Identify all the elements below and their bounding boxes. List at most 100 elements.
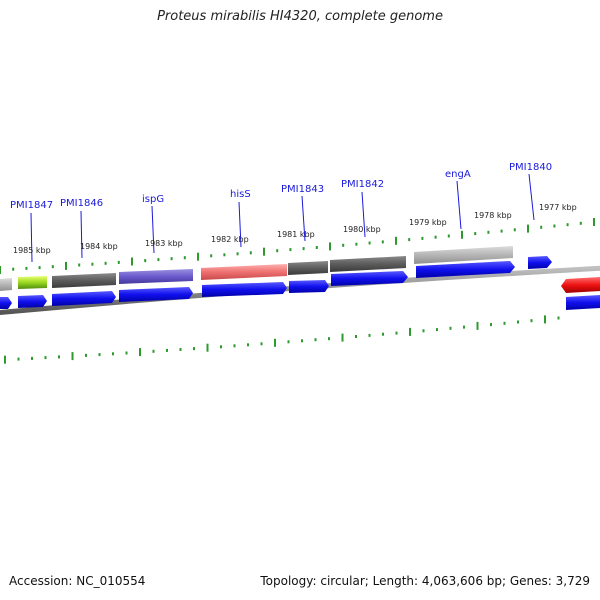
scale-label: 1984 kbp: [80, 242, 118, 251]
major-tick: [65, 261, 67, 270]
cds-arrow: [52, 291, 116, 306]
map-title: Proteus mirabilis HI4320, complete genom…: [157, 9, 443, 24]
label-pointer: [361, 191, 366, 238]
minor-tick: [382, 332, 384, 336]
cds-arrow: [289, 280, 329, 293]
minor-tick: [315, 246, 318, 249]
minor-tick: [247, 343, 249, 347]
minor-tick: [503, 321, 506, 325]
minor-tick: [513, 228, 516, 232]
cds-arrow: [416, 261, 515, 278]
minor-tick: [530, 319, 533, 323]
minor-tick: [566, 223, 569, 227]
feature-light-left: [0, 278, 12, 291]
minor-tick: [58, 355, 60, 359]
accession-text: Accession: NC_010554: [9, 574, 146, 588]
minor-tick: [152, 349, 155, 353]
minor-tick: [12, 267, 15, 271]
minor-tick: [223, 253, 226, 257]
minor-tick: [44, 356, 47, 360]
scale-label: 1983 kbp: [145, 239, 183, 248]
minor-tick: [301, 339, 303, 343]
minor-tick: [104, 261, 107, 265]
feature-dark: [330, 256, 406, 272]
minor-tick: [368, 241, 371, 245]
cds-arrow: [202, 282, 287, 297]
minor-tick: [260, 342, 263, 346]
cds-arrow: [528, 256, 552, 269]
major-tick: [139, 348, 141, 357]
major-tick: [206, 343, 209, 352]
minor-tick: [579, 221, 582, 225]
minor-tick: [233, 344, 236, 348]
minor-tick: [314, 338, 317, 342]
major-tick: [329, 242, 331, 251]
major-tick: [341, 333, 344, 342]
topology-text: Topology: circular; Length: 4,063,606 bp…: [260, 574, 590, 588]
minor-tick: [540, 225, 543, 229]
minor-tick: [276, 249, 279, 253]
cds-arrow: [0, 297, 12, 309]
cds-arrow: [18, 295, 47, 308]
minor-tick: [170, 257, 173, 261]
minor-tick: [193, 347, 195, 351]
major-tick: [395, 236, 397, 245]
minor-tick: [17, 357, 20, 361]
minor-tick: [553, 224, 556, 228]
cds-arrow: [119, 287, 193, 302]
minor-tick: [328, 337, 330, 341]
gene-label: PMI1846: [60, 198, 103, 209]
minor-tick: [51, 265, 54, 269]
minor-tick: [38, 266, 41, 270]
minor-tick: [144, 259, 147, 263]
minor-tick: [368, 333, 371, 337]
cds-arrow: [566, 295, 600, 310]
minor-tick: [463, 325, 465, 329]
minor-tick: [474, 232, 477, 236]
feature-purple: [119, 269, 193, 284]
label-pointer: [151, 205, 155, 254]
minor-tick: [183, 256, 186, 260]
minor-tick: [91, 262, 94, 266]
minor-tick: [210, 254, 213, 258]
major-tick: [71, 352, 74, 361]
gene-label: PMI1843: [281, 184, 324, 195]
label-pointer: [528, 173, 535, 221]
label-pointer: [301, 195, 306, 242]
scale-label: 1985 kbp: [13, 246, 51, 255]
minor-tick: [422, 329, 425, 333]
scale-labels: 1985 kbp 1984 kbp 1983 kbp 1982 kbp 1981…: [13, 203, 577, 255]
minor-tick: [421, 236, 424, 240]
minor-tick: [557, 316, 560, 320]
minor-tick: [220, 345, 222, 349]
minor-tick: [249, 251, 252, 255]
major-tick: [461, 230, 463, 239]
major-tick: [544, 315, 546, 324]
minor-tick: [98, 353, 101, 357]
minor-tick: [25, 266, 28, 270]
feature-dark: [52, 273, 116, 288]
label-pointer: [80, 210, 83, 259]
feature-dark: [288, 261, 328, 275]
minor-tick: [179, 348, 182, 351]
minor-tick: [436, 328, 438, 332]
gene-label: PMI1840: [509, 162, 552, 173]
feature-green: [18, 276, 47, 289]
minor-tick: [166, 348, 168, 352]
minor-tick: [289, 248, 292, 252]
cds-track: [0, 256, 600, 310]
gene-labels: PMI1847 PMI1846 ispG hisS PMI1843 PMI184…: [10, 162, 552, 211]
minor-tick: [434, 235, 437, 239]
minor-tick: [487, 230, 490, 234]
outer-tick-row: [0, 218, 595, 274]
label-pointer: [456, 180, 462, 230]
rna-arrow-red: [561, 277, 600, 293]
gene-label-pointers: [30, 173, 535, 263]
minor-tick: [287, 340, 290, 344]
feature-track: [0, 246, 513, 291]
minor-tick: [78, 263, 81, 267]
minor-tick: [490, 323, 492, 327]
gene-label: PMI1847: [10, 200, 53, 211]
minor-tick: [447, 234, 450, 238]
